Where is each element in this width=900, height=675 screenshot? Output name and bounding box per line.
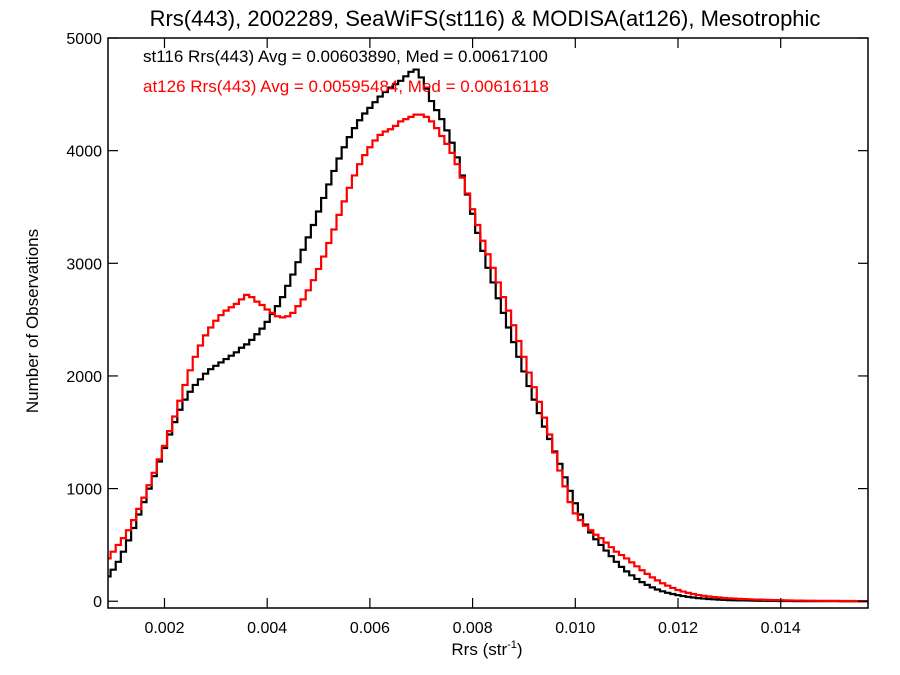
legend-entry-st116: st116 Rrs(443) Avg = 0.00603890, Med = 0… [143, 47, 548, 66]
x-tick-label-1: 0.004 [247, 620, 287, 637]
y-tick-label-2: 2000 [66, 369, 102, 386]
y-tick-label-5: 5000 [66, 31, 102, 48]
series-line-st116 [108, 68, 868, 603]
y-tick-label-4: 4000 [66, 144, 102, 161]
x-axis-label: Rrs (str-1) [451, 639, 522, 659]
legend-entry-at126: at126 Rrs(443) Avg = 0.00595484, Med = 0… [143, 77, 549, 96]
series-line-at126 [108, 113, 868, 603]
x-tick-label-5: 0.012 [658, 620, 698, 637]
y-tick-label-3: 3000 [66, 256, 102, 273]
x-tick-label-3: 0.008 [453, 620, 493, 637]
x-axis-label-superscript: -1 [507, 639, 517, 651]
ticks-layer: 0.002 0.004 0.006 0.008 0.010 0.012 0.014 0 1000… [66, 31, 868, 637]
x-tick-label-0: 0.002 [144, 620, 184, 637]
chart-title: Rrs(443), 2002289, SeaWiFS(st116) & MODI… [150, 6, 821, 31]
y-tick-label-1: 1000 [66, 482, 102, 499]
x-tick-label-4: 0.010 [555, 620, 595, 637]
x-axis-label-main: Rrs (str [451, 640, 507, 659]
plot-frame [107, 37, 869, 609]
x-tick-label-6: 0.014 [761, 620, 801, 637]
x-axis-label-close: ) [517, 640, 523, 659]
y-tick-label-0: 0 [93, 594, 102, 611]
series-layer [108, 68, 868, 603]
x-tick-label-2: 0.006 [350, 620, 390, 637]
y-axis-label: Number of Observations [23, 229, 42, 413]
